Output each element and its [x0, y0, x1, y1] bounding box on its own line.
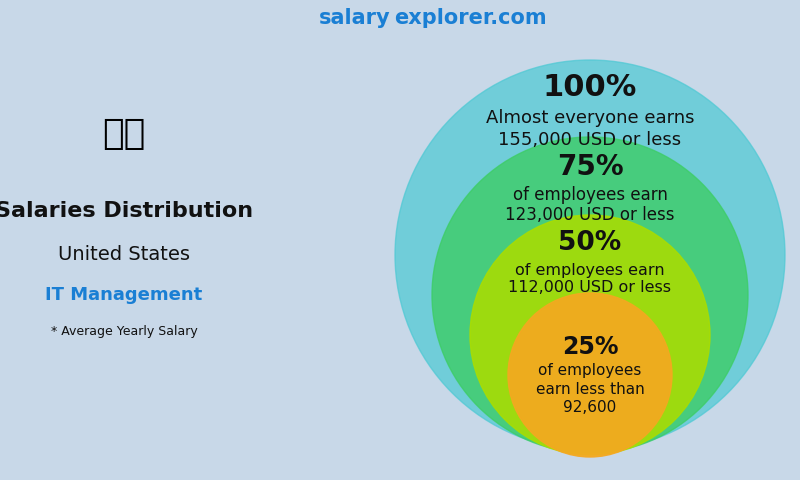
Text: Salaries Distribution: Salaries Distribution — [0, 201, 253, 221]
Circle shape — [395, 60, 785, 450]
Text: Almost everyone earns: Almost everyone earns — [486, 109, 694, 127]
Text: explorer.com: explorer.com — [394, 8, 546, 28]
Text: of employees: of employees — [538, 362, 642, 377]
Text: * Average Yearly Salary: * Average Yearly Salary — [50, 324, 198, 338]
Text: 25%: 25% — [562, 335, 618, 359]
Text: earn less than: earn less than — [536, 382, 644, 396]
Circle shape — [432, 137, 748, 453]
Text: of employees earn: of employees earn — [513, 186, 667, 204]
Text: 🇺🇸: 🇺🇸 — [102, 118, 146, 151]
Circle shape — [470, 215, 710, 455]
Text: 92,600: 92,600 — [563, 400, 617, 416]
Text: 155,000 USD or less: 155,000 USD or less — [498, 131, 682, 149]
Text: 123,000 USD or less: 123,000 USD or less — [506, 206, 674, 224]
Text: of employees earn: of employees earn — [515, 263, 665, 277]
Text: 75%: 75% — [557, 153, 623, 181]
Text: IT Management: IT Management — [46, 286, 202, 304]
Text: 50%: 50% — [558, 230, 622, 256]
Text: United States: United States — [58, 245, 190, 264]
Circle shape — [508, 293, 672, 457]
Text: salary: salary — [318, 8, 390, 28]
Text: 112,000 USD or less: 112,000 USD or less — [509, 280, 671, 296]
Text: 100%: 100% — [543, 73, 637, 103]
